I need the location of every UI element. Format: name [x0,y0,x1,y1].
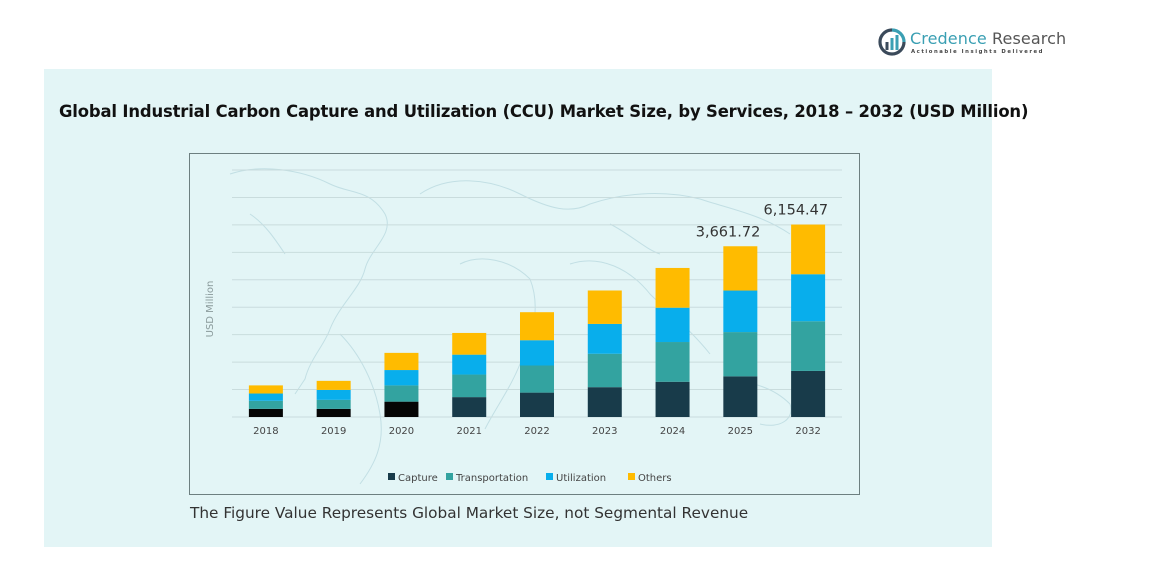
x-tick-label: 2023 [592,426,617,437]
legend-label-utilization: Utilization [556,473,606,484]
x-tick-label: 2021 [456,426,481,437]
bar-others-2019 [316,380,351,390]
bar-transportation-2025 [723,332,758,377]
bars [248,224,826,417]
legend-label-others: Others [638,473,672,484]
x-tick-label: 2018 [253,426,278,437]
bar-utilization-2022 [520,340,554,366]
chart-title: Global Industrial Carbon Capture and Uti… [59,102,1029,121]
labels: 2018 2019 2020 2021 2022 2023 2024 2025 2032 3,66… [253,203,828,437]
stacked-bar-chart: 2018 2019 2020 2021 2022 2023 2024 2025 2032 3,66… [205,168,842,485]
bar-capture-2021 [452,397,487,417]
bar-capture-2019 [316,408,351,417]
bar-utilization-2032 [791,274,826,322]
brand-tagline: Actionable Insights Delivered [911,49,1045,55]
bar-transportation-2018 [248,400,283,409]
bar-others-2021 [452,332,487,355]
x-tick-label: 2032 [795,426,820,437]
x-tick-label: 2025 [728,426,753,437]
x-tick-label: 2020 [389,426,414,437]
brand-name: Credence Research [910,29,1066,48]
y-axis-label: USD Million [205,281,216,338]
bar-utilization-2024 [655,307,690,343]
bar-utilization-2021 [452,354,487,375]
x-tick-label: 2019 [321,426,346,437]
legend-swatch-others [628,473,635,480]
bar-others-2022 [520,312,554,341]
bar-transportation-2024 [655,342,690,382]
bar-transportation-2021 [452,374,487,398]
bar-utilization-2020 [384,370,419,386]
bar-others-2025 [723,246,758,291]
bar-others-2024 [655,267,690,308]
bar-transportation-2022 [520,365,554,393]
bar-capture-2032 [791,370,826,417]
bar-transportation-2023 [587,353,622,388]
bar-capture-2022 [520,392,554,417]
bar-utilization-2023 [587,323,622,354]
bar-capture-2024 [655,381,690,417]
bar-transportation-2020 [384,385,419,402]
legend: Capture Transportation Utilization Others [388,473,672,484]
bar-transportation-2019 [316,399,351,409]
bar-chart-circle-icon [878,28,906,56]
bar-capture-2018 [248,408,283,417]
bar-capture-2020 [384,401,419,417]
data-label-2025: 3,661.72 [696,224,761,240]
bar-others-2023 [587,290,622,324]
bar-utilization-2025 [723,290,758,333]
data-label-2032: 6,154.47 [764,203,829,219]
bar-others-2020 [384,352,419,371]
legend-swatch-utilization [546,473,553,480]
bar-transportation-2032 [791,321,826,371]
bar-others-2018 [248,385,283,394]
brand-logo: Credence Research Actionable Insights De… [878,28,1068,62]
x-tick-label: 2022 [524,426,549,437]
legend-label-capture: Capture [398,473,438,484]
bar-capture-2025 [723,376,758,417]
brand-name-part2: Research [986,29,1067,48]
bar-utilization-2019 [316,389,351,400]
bar-capture-2023 [587,387,622,417]
brand-name-part1: Credence [910,29,987,48]
footnote: The Figure Value Represents Global Marke… [190,504,749,522]
legend-swatch-transportation [446,473,453,480]
legend-label-transportation: Transportation [455,473,528,484]
chart-frame: 2018 2019 2020 2021 2022 2023 2024 2025 2032 3,66… [189,153,860,495]
bar-utilization-2018 [248,393,283,401]
x-tick-label: 2024 [660,426,685,437]
world-map-watermark [229,168,792,485]
legend-swatch-capture [388,473,395,480]
bar-others-2032 [791,224,826,275]
